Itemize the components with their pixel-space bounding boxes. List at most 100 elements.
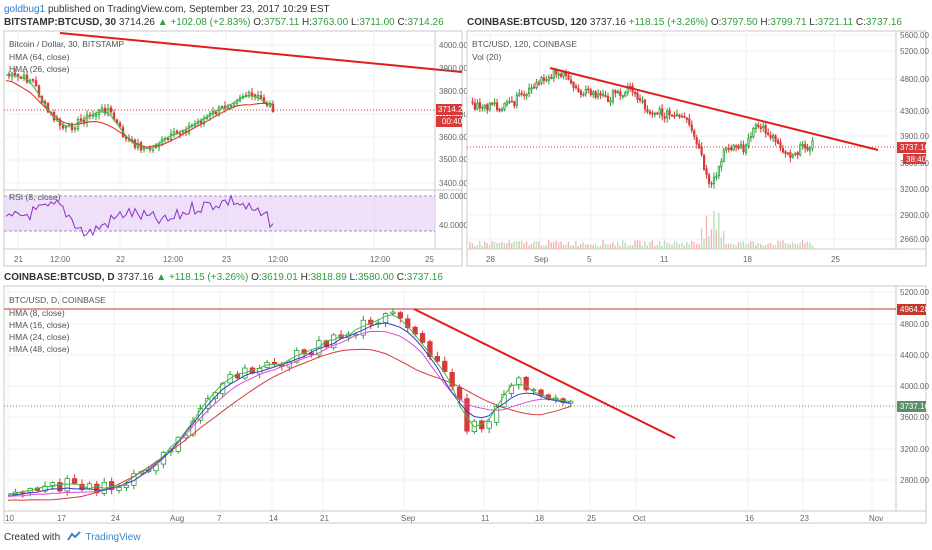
candle-body — [621, 95, 624, 98]
chart1-xtick: 22 — [116, 255, 125, 264]
chart2[interactable]: BTC/USD, 120, COINBASE Vol (20) 5600.00 … — [466, 30, 929, 267]
volume-bar — [767, 243, 769, 249]
candle-body — [678, 114, 681, 118]
candle-body — [656, 112, 659, 115]
author-link[interactable]: goldbug1 — [4, 4, 46, 15]
candle-body — [503, 103, 506, 110]
candle-body — [764, 125, 767, 134]
candle-body — [214, 111, 218, 115]
volume-bar — [673, 241, 676, 249]
chart2-symbol[interactable]: COINBASE:BTCUSD, 120 — [467, 17, 588, 28]
volume-bar — [491, 241, 493, 249]
candle-body — [91, 114, 95, 117]
chart1-trendline[interactable] — [59, 32, 463, 73]
candle-body — [181, 131, 185, 134]
volume-bar — [498, 242, 501, 249]
chart1-indicator-hma64[interactable]: HMA (64, close) — [9, 52, 70, 62]
candle-body — [70, 123, 74, 130]
volume-bar — [750, 241, 752, 249]
tradingview-logo-icon — [67, 531, 81, 541]
candle-body — [757, 124, 760, 128]
chart2-low: 3721.11 — [817, 17, 854, 28]
chart3-indicator-hma16[interactable]: HMA (16, close) — [9, 320, 70, 330]
volume-bar — [715, 229, 718, 249]
footer-brand[interactable]: TradingView — [85, 532, 141, 543]
chart3-ytick: 4400.00 — [900, 351, 929, 360]
chart3-change: ▲ +118.15 (+3.26%) — [156, 272, 249, 283]
chart1-rsi-title[interactable]: RSI (8, close) — [9, 192, 61, 202]
candle-body — [79, 118, 83, 121]
chart1-last-price-tag: 3714.26 — [438, 105, 467, 114]
volume-bar — [629, 245, 631, 249]
volume-bar — [658, 241, 661, 249]
candle-body — [61, 125, 65, 129]
chart2-indicator-vol[interactable]: Vol (20) — [472, 52, 501, 62]
chart1-ytick: 3400.00 — [439, 179, 468, 188]
candle-body — [614, 90, 617, 94]
chart3-xtick: Nov — [869, 514, 883, 523]
candle-body — [646, 109, 649, 112]
chart1-time-tag: 00:40 — [442, 117, 463, 126]
volume-bar — [631, 244, 634, 249]
candle-body — [804, 144, 807, 149]
chart1-symbol[interactable]: BITSTAMP:BTCUSD, 30 — [4, 17, 117, 28]
volume-bar — [614, 245, 616, 249]
volume-bar — [594, 243, 597, 249]
chart3-xtick: 10 — [5, 514, 14, 523]
candle-body — [661, 108, 664, 117]
candle-body — [331, 334, 337, 349]
chart3[interactable]: BTC/USD, D, COINBASE HMA (8, close) HMA … — [3, 285, 929, 524]
volume-bar — [794, 243, 796, 249]
candle-body — [808, 148, 812, 152]
footer-created-with: Created with — [4, 532, 61, 543]
chart1-title: Bitcoin / Dollar, 30, BITSTAMP — [9, 39, 124, 49]
candle-body — [501, 393, 507, 408]
candle-body — [464, 398, 470, 432]
volume-bar — [779, 241, 782, 249]
candle-body — [712, 176, 716, 185]
candle-body — [776, 140, 780, 144]
volume-bar — [511, 243, 513, 249]
candle-body — [532, 86, 536, 89]
chart1-xtick: 21 — [14, 255, 23, 264]
chart2-close: 3737.16 — [865, 17, 902, 28]
volume-bar — [530, 243, 533, 249]
candle-body — [698, 143, 701, 149]
chart3-indicator-hma8[interactable]: HMA (8, close) — [9, 308, 65, 318]
chart2-change: +118.15 (+3.26%) — [628, 17, 709, 28]
chart3-last-price-tag-bg — [897, 401, 926, 412]
chart2-grid — [467, 31, 896, 249]
chart3-last-price-tag: 3737.16 — [900, 402, 929, 411]
volume-bar — [787, 243, 789, 249]
candle-body — [604, 95, 607, 97]
volume-bar — [592, 245, 594, 249]
candle-body — [574, 85, 578, 89]
chart3-indicator-hma24[interactable]: HMA (24, close) — [9, 332, 70, 342]
chart3-title: BTC/USD, D, COINBASE — [9, 295, 106, 305]
candle-body — [442, 360, 448, 372]
chart2-o-label: O: — [710, 17, 722, 28]
candle-body — [473, 102, 477, 110]
volume-bar — [641, 245, 644, 249]
candle-body — [253, 94, 257, 97]
chart3-symbol[interactable]: COINBASE:BTCUSD, D — [4, 272, 115, 283]
candle-body — [579, 90, 582, 95]
chart1[interactable]: Bitcoin / Dollar, 30, BITSTAMP HMA (64, … — [3, 30, 468, 267]
candle-body — [103, 108, 107, 114]
chart2-last: 3737.16 — [589, 17, 626, 28]
volume-bar — [474, 245, 476, 249]
chart1-indicator-hma26[interactable]: HMA (26, close) — [9, 64, 70, 74]
chart3-trendline[interactable] — [413, 308, 676, 439]
candle-body — [108, 481, 115, 491]
chart3-indicator-hma48[interactable]: HMA (48, close) — [9, 344, 70, 354]
candle-body — [508, 101, 511, 104]
chart3-o-label: O: — [251, 272, 262, 283]
volume-bar — [774, 245, 777, 249]
candle-body — [767, 132, 770, 135]
candle-body — [523, 376, 529, 391]
candle-body — [476, 102, 479, 110]
candle-body — [754, 124, 757, 129]
chart2-trendline[interactable] — [549, 67, 879, 151]
volume-bar — [742, 241, 745, 249]
